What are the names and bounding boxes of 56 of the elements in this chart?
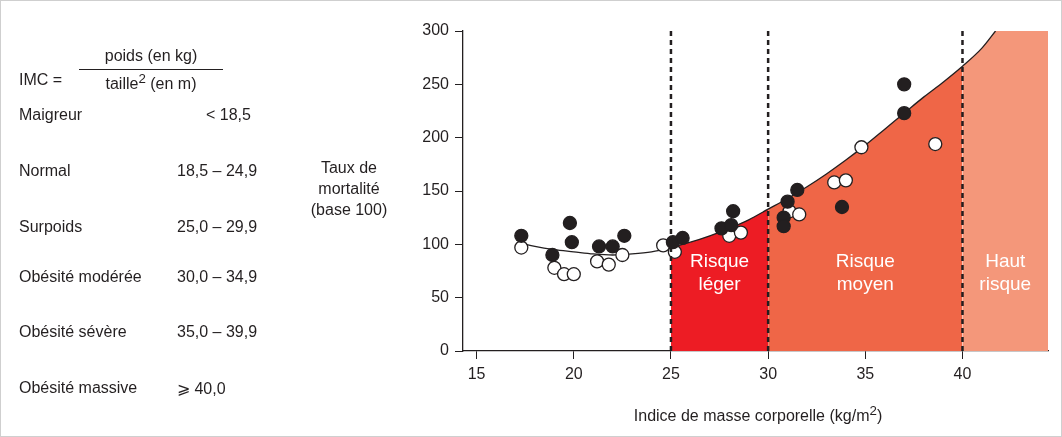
point [854,140,869,155]
x-tick-label: 15 [467,365,486,383]
point [790,182,805,198]
text: Surpoids [19,218,83,236]
x-tick-label: 35 [856,365,875,383]
y-tick-label: 100 [422,234,450,252]
point [724,217,739,233]
point [780,194,795,209]
point [566,267,581,282]
point [834,199,850,215]
x-tick-label: 20 [564,365,583,383]
point [792,207,807,222]
series-label: Risque moyen [835,250,895,295]
x-axis-title: Indice de masse corporelle (kg/m$^{2}$) [632,403,884,426]
point [928,136,943,152]
y-tick-label: 250 [422,74,450,92]
y-axis-title: Taux de mortalité (base 100) [309,158,389,220]
point [562,215,578,231]
text: 35,0 – 39,9 [177,323,258,341]
point [827,175,842,190]
y-tick-label: 50 [431,288,450,306]
text: Obésité modérée [19,268,142,286]
text: Obésité massive [19,379,138,397]
text: 30,0 – 34,9 [177,268,258,286]
x-tick-label: 30 [759,365,778,383]
series-label: Risque léger [689,250,750,295]
text: IMC = [19,71,63,89]
point [897,77,912,92]
point [615,247,630,263]
point [897,105,912,121]
point [564,235,579,250]
text: Maigreur [19,106,83,124]
text: Normal [19,162,71,180]
point [617,228,632,243]
y-tick-label: 200 [422,128,450,146]
y-tick-label: 300 [422,21,450,39]
series-label: Haut risque [979,250,1032,295]
point [675,230,690,246]
point [726,204,741,219]
text: Obésité sévère [19,323,127,341]
point [733,225,749,240]
text: taille$^{2}$ (en m) [104,71,198,94]
text: poids (en kg) [103,47,199,65]
x-tick-label: 25 [662,365,680,383]
point [838,173,854,188]
point [545,247,560,263]
y-tick-label: 150 [422,181,450,199]
point [591,239,607,254]
x-tick-label: 40 [953,365,972,383]
text: < 18,5 [206,106,251,124]
point [605,239,620,254]
text: 18,5 – 24,9 [177,162,258,180]
point [514,228,529,243]
text: 25,0 – 29,9 [177,218,258,236]
y-tick-label: 0 [440,341,450,359]
text: ⩾ 40,0 [177,379,226,398]
